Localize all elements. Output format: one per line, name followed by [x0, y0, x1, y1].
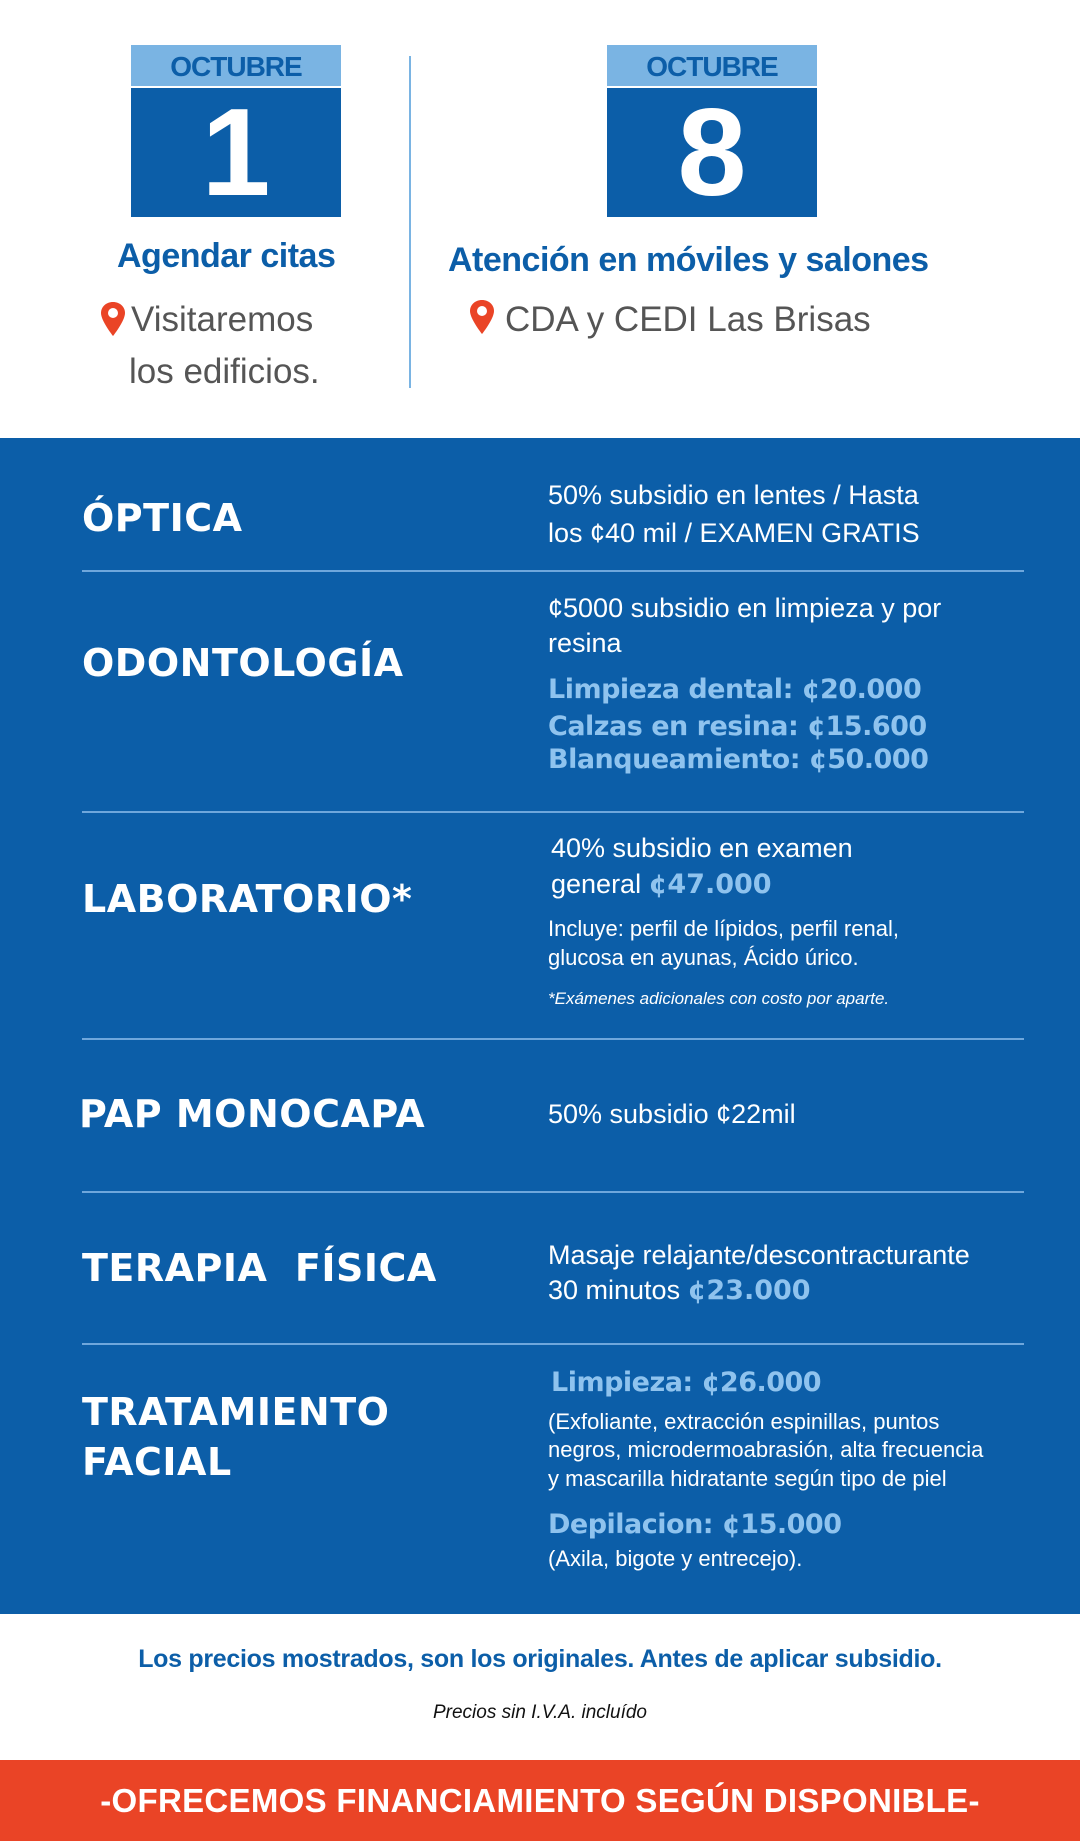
service-price: Depilacion: ¢15.000: [548, 1509, 842, 1540]
service-name: TRATAMIENTO: [82, 1390, 390, 1434]
service-detail: glucosa en ayunas, Ácido úrico.: [548, 945, 859, 970]
service-desc-text: general: [551, 869, 649, 899]
service-price: Limpieza dental: ¢20.000: [548, 674, 922, 705]
service-price: ¢47.000: [648, 869, 772, 900]
service-desc: Masaje relajante/descontracturante: [548, 1240, 970, 1270]
service-desc: 30 minutos ¢23.000: [548, 1272, 811, 1309]
service-price: Limpieza: ¢26.000: [551, 1367, 822, 1398]
service-name: PAP MONOCAPA: [79, 1092, 426, 1136]
separator: [82, 811, 1024, 813]
calendar-day: 8: [607, 88, 817, 219]
service-desc: ¢5000 subsidio en limpieza y por: [548, 593, 942, 623]
map-pin-icon: [470, 300, 494, 334]
service-note: *Exámenes adicionales con costo por apar…: [548, 989, 890, 1008]
separator: [82, 1343, 1024, 1345]
service-name: FACIAL: [82, 1440, 232, 1484]
service-detail: (Axila, bigote y entrecejo).: [548, 1546, 803, 1571]
service-price: Calzas en resina: ¢15.600: [548, 711, 927, 742]
service-name: ÓPTICA: [82, 496, 243, 540]
service-name: ODONTOLOGÍA: [82, 641, 404, 685]
service-desc: los ¢40 mil / EXAMEN GRATIS: [548, 518, 920, 548]
tax-note: Precios sin I.V.A. incluído: [432, 1702, 648, 1723]
price-disclaimer: Los precios mostrados, son los originale…: [138, 1645, 942, 1673]
event-location: los edificios.: [129, 352, 320, 391]
service-desc: 50% subsidio ¢22mil: [548, 1099, 796, 1129]
service-detail: Incluye: perfil de lípidos, perfil renal…: [548, 916, 899, 941]
service-name: TERAPIA FÍSICA: [82, 1246, 437, 1290]
map-pin-icon: [101, 302, 125, 336]
service-detail: y mascarilla hidratante según tipo de pi…: [548, 1466, 947, 1491]
separator: [82, 1038, 1024, 1040]
service-desc: 50% subsidio en lentes / Hasta: [548, 480, 919, 510]
event-title: Agendar citas: [117, 237, 336, 275]
service-desc: 40% subsidio en examen: [551, 833, 853, 863]
event-location: CDA y CEDI Las Brisas: [505, 300, 871, 339]
event-location: Visitaremos: [131, 300, 314, 339]
calendar-day: 1: [131, 88, 341, 219]
service-price: Blanqueamiento: ¢50.000: [548, 744, 929, 775]
service-desc: resina: [548, 628, 622, 658]
service-desc-text: 30 minutos: [548, 1275, 688, 1305]
service-detail: (Exfoliante, extracción espinillas, punt…: [548, 1409, 940, 1434]
service-price: ¢23.000: [687, 1275, 811, 1306]
services-panel: [0, 438, 1080, 1614]
divider: [409, 56, 411, 388]
service-desc: general ¢47.000: [551, 866, 772, 903]
financing-banner: -OFRECEMOS FINANCIAMIENTO SEGÚN DISPONIB…: [0, 1760, 1080, 1841]
event-title: Atención en móviles y salones: [448, 241, 929, 279]
calendar-month: OCTUBRE: [607, 45, 817, 86]
service-detail: negros, microdermoabrasión, alta frecuen…: [548, 1437, 984, 1462]
separator: [82, 570, 1024, 572]
service-name: LABORATORIO*: [82, 877, 413, 921]
calendar-month: OCTUBRE: [131, 45, 341, 86]
separator: [82, 1191, 1024, 1193]
